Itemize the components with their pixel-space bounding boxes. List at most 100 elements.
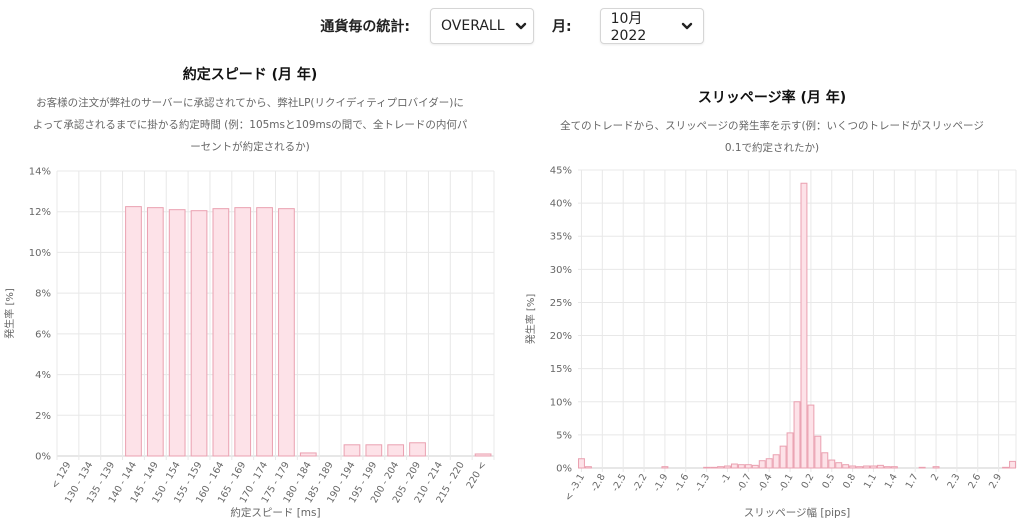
slippage-x-tick-label: 1.1 [862, 472, 879, 491]
slippage-bar [584, 466, 592, 469]
slippage-y-tick-label: 45% [550, 166, 572, 177]
slippage-x-tick-label: -0.1 [777, 472, 796, 494]
speed-bar [343, 444, 361, 457]
slippage-x-tick-label: -0.4 [756, 472, 775, 494]
slippage-x-tick-label: -0.7 [735, 472, 754, 494]
slippage-bar [724, 465, 731, 469]
slippage-x-tick-label: 2.6 [966, 472, 983, 491]
slippage-x-tick-label: -1 [719, 472, 733, 486]
slippage-y-tick-label: 10% [550, 397, 572, 408]
slippage-bar [786, 432, 794, 469]
speed-bar [190, 210, 208, 457]
slippage-bar [1009, 460, 1016, 469]
speed-x-tick-label: 220 < [465, 460, 489, 491]
slippage-x-tick-label: 0.5 [820, 472, 837, 491]
slippage-bar [918, 466, 926, 469]
month-select[interactable]: 10月 2022 [599, 8, 704, 44]
slippage-x-tick-label: -1.9 [652, 472, 671, 494]
slippage-desc-line: 全てのトレードから、スリッページの発生率を示す(例：いくつのトレードがスリッペー… [560, 120, 984, 132]
currency-stats-label: 通貨毎の統計: [320, 19, 410, 35]
slippage-bar [870, 465, 877, 469]
slippage-bar [751, 464, 759, 469]
speed-bar [125, 206, 142, 457]
slippage-bar [772, 454, 780, 469]
slippage-bar [661, 466, 669, 469]
slippage-x-tick-label: -1.3 [693, 472, 712, 494]
slippage-x-axis-title: スリッページ幅 [pips] [744, 506, 851, 519]
slippage-chart: 0%5%10%15%20%25%30%35%40%45%< -3.1 -2.8 -2… [524, 166, 1017, 519]
slippage-bar [814, 435, 822, 469]
speed-bar [256, 207, 273, 457]
chevron-down-icon [515, 22, 526, 30]
currency-select-value: OVERALL [441, 18, 505, 34]
slippage-y-tick-label: 5% [556, 430, 572, 441]
speed-bar [387, 444, 405, 457]
slippage-x-tick-label: 2.3 [945, 472, 962, 491]
slippage-y-axis-title: 発生率 [%] [524, 294, 537, 345]
slippage-chart-title: スリッページ率 (月 年) [697, 90, 847, 106]
speed-bar [365, 444, 383, 457]
slippage-x-tick-label: 0.8 [841, 472, 858, 491]
slippage-bar [744, 464, 752, 469]
slippage-bar [863, 465, 870, 469]
speed-bar [146, 207, 164, 457]
slippage-bar [710, 466, 718, 469]
slippage-x-tick-label: 2.9 [987, 472, 1004, 491]
slippage-x-tick-label: < -3.1 [563, 472, 587, 503]
month-select-value: 10月 2022 [610, 11, 647, 44]
speed-chart-title: 約定スピード (月 年) [182, 67, 318, 83]
slippage-bar [821, 452, 829, 469]
slippage-bar [758, 460, 766, 469]
slippage-x-tick-label: -1.6 [673, 472, 692, 494]
speed-desc-line: ーセントが約定されるか) [190, 141, 310, 153]
speed-y-tick-label: 4% [35, 370, 51, 381]
speed-bar [212, 208, 230, 457]
slippage-x-tick-label: 0.2 [799, 472, 816, 491]
slippage-bar [849, 465, 857, 469]
stats-filter-bar: 通貨毎の統計: OVERALL 月: 10月 2022 [0, 6, 1024, 46]
slippage-bar [779, 445, 787, 469]
slippage-y-tick-label: 0% [556, 464, 572, 475]
slippage-bar [1002, 466, 1010, 469]
speed-desc-line: お客様の注文が弊社のサーバーに承認されてから、弊社LP(リクイディティプロバイダ… [36, 97, 464, 109]
speed-y-axis-title: 発生率 [%] [3, 288, 16, 339]
speed-bar [168, 209, 186, 457]
slippage-bar [730, 463, 738, 469]
slippage-bar [765, 458, 773, 469]
slippage-x-tick-label: 1.4 [883, 472, 900, 491]
slippage-y-tick-label: 25% [550, 298, 572, 309]
slippage-chart-description: 全てのトレードから、スリッページの発生率を示す(例：いくつのトレードがスリッペー… [530, 115, 1014, 159]
slippage-bar [856, 466, 864, 469]
speed-bar [278, 208, 295, 457]
slippage-bar [737, 464, 745, 469]
slippage-y-tick-label: 15% [550, 364, 572, 375]
slippage-y-tick-label: 40% [550, 199, 572, 210]
slippage-x-tick-label: -2.5 [610, 472, 629, 494]
slippage-bar [876, 464, 884, 469]
speed-y-tick-label: 0% [35, 452, 51, 463]
month-label: 月: [552, 19, 572, 35]
speed-bar [474, 453, 492, 457]
slippage-bar [793, 401, 801, 469]
slippage-bar [883, 466, 891, 469]
slippage-bar [800, 182, 808, 469]
slippage-bar [835, 462, 843, 469]
slippage-x-tick-label: -2.8 [589, 472, 608, 494]
slippage-bar [932, 466, 940, 469]
slippage-desc-line: 0.1で約定されたか) [724, 142, 820, 154]
speed-desc-line: よって承認されるまでに掛かる約定時間 (例：105msと109msの間で、全トレ… [32, 119, 468, 131]
slippage-x-tick-label: 1.7 [904, 472, 921, 491]
slippage-y-tick-label: 30% [550, 265, 572, 276]
currency-select[interactable]: OVERALL [430, 8, 534, 44]
speed-bar [299, 452, 317, 457]
slippage-bar [578, 458, 585, 469]
slippage-y-tick-label: 35% [550, 232, 572, 243]
slippage-bar [842, 464, 850, 469]
slippage-x-tick-label: 2 [929, 472, 942, 483]
slippage-x-tick-label: -2.2 [631, 472, 650, 494]
slippage-bar [717, 466, 724, 469]
speed-bar [234, 207, 252, 457]
speed-y-tick-label: 6% [35, 329, 51, 340]
